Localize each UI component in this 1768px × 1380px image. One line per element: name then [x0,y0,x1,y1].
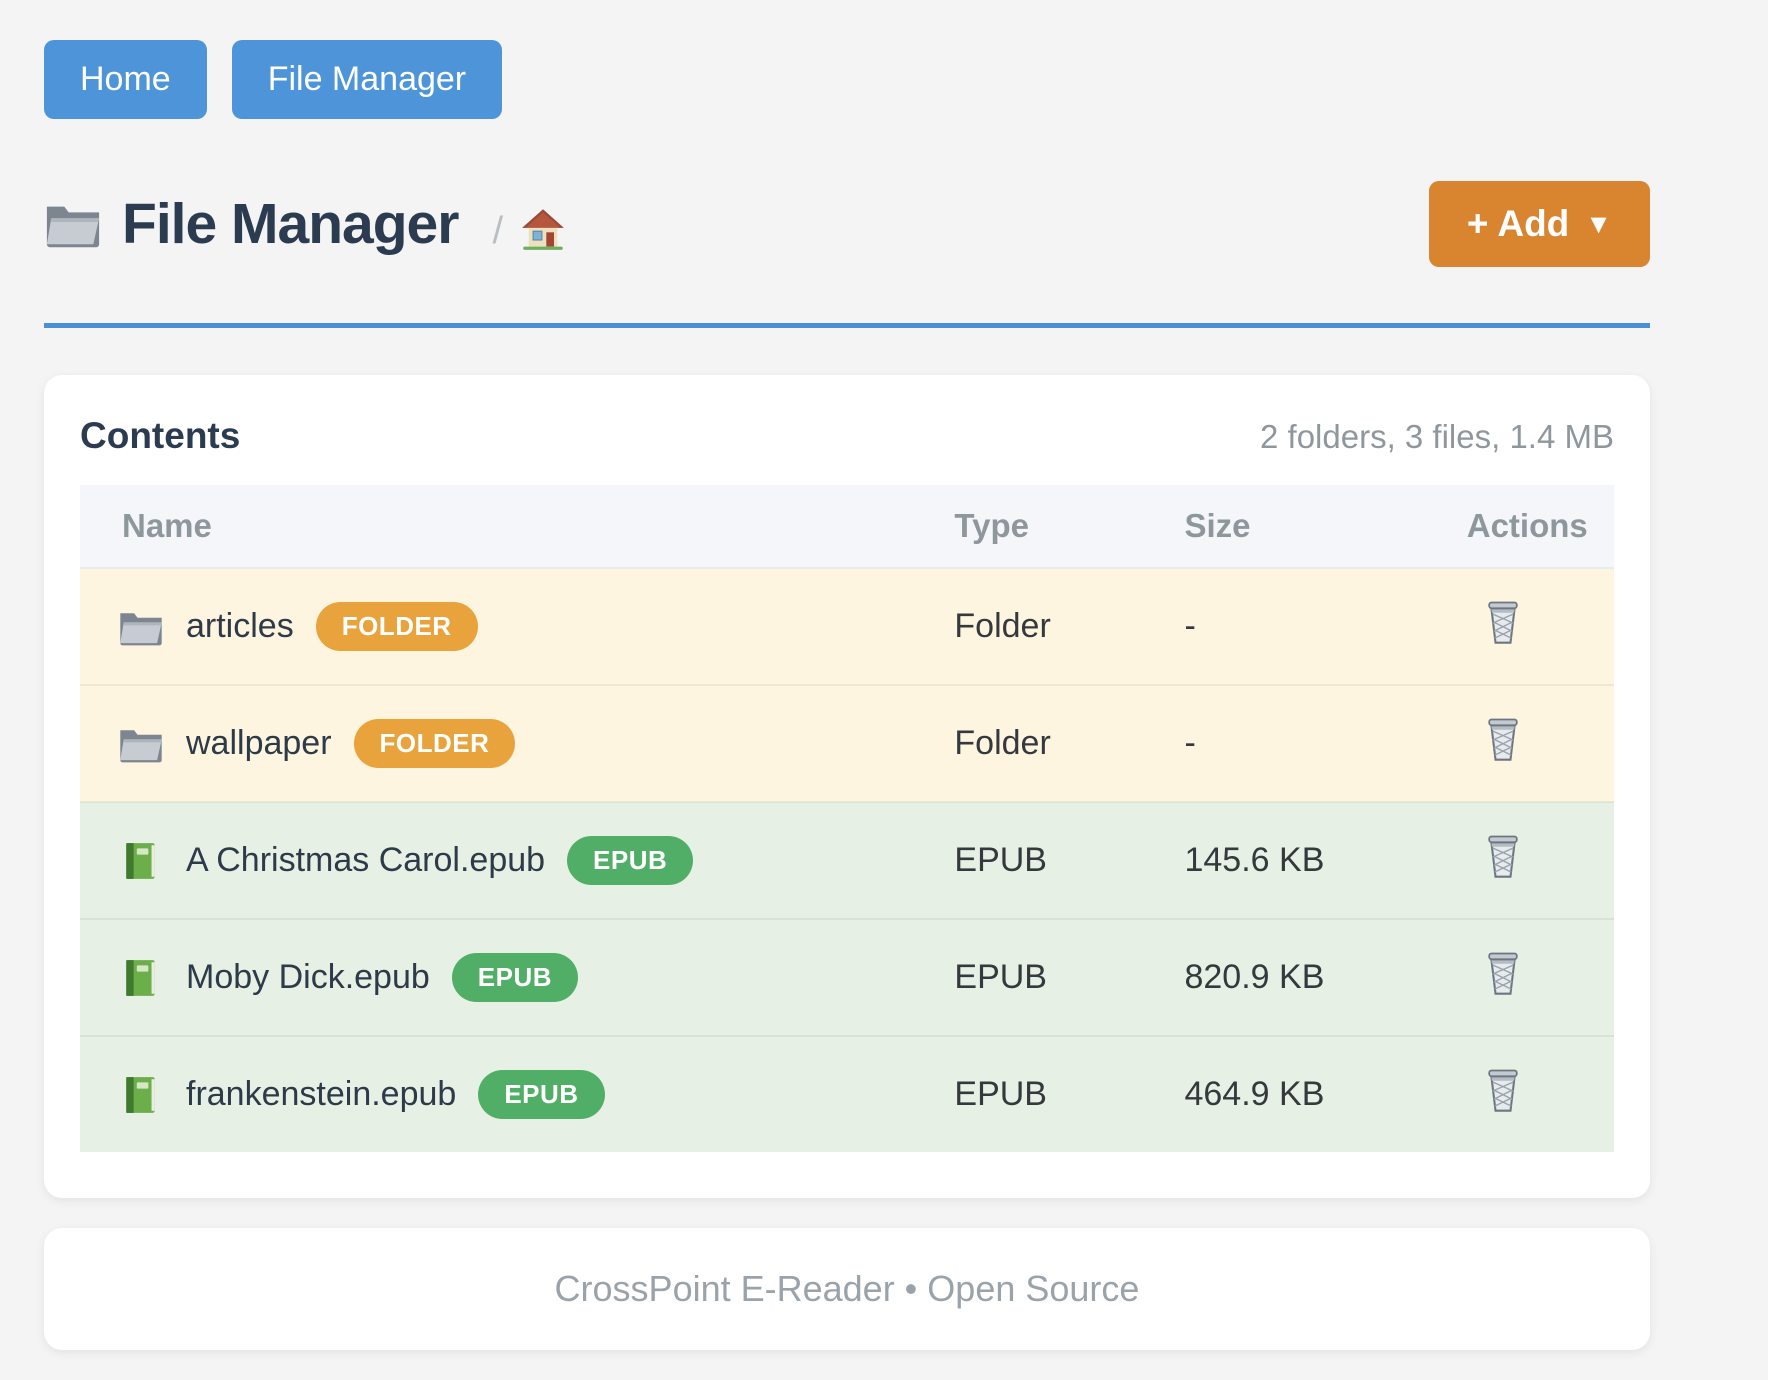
add-button-label: + Add [1466,203,1570,244]
delete-button[interactable] [1483,599,1523,648]
book-icon [118,1075,186,1115]
page-header: File Manager / + Add ▼ [44,181,1650,267]
trash-icon [1483,716,1523,762]
type-cell: EPUB [954,1075,1047,1113]
contents-card-header: Contents 2 folders, 3 files, 1.4 MB [80,415,1614,457]
file-name-link[interactable]: Moby Dick.epub [186,958,430,996]
delete-button[interactable] [1483,833,1523,882]
trash-icon [1483,833,1523,879]
page-title: File Manager [122,192,459,256]
type-badge: EPUB [478,1070,605,1119]
table-header-row: Name Type Size Actions [80,485,1614,568]
folder-name-link[interactable]: wallpaper [186,724,332,762]
column-header-size: Size [1184,507,1251,544]
caret-down-icon: ▼ [1585,208,1612,239]
type-cell: EPUB [954,958,1047,996]
folder-icon [44,200,122,248]
column-header-actions: Actions [1466,507,1588,544]
trash-icon [1483,599,1523,645]
footer-text: CrossPoint E-Reader • Open Source [554,1268,1140,1309]
type-cell: Folder [954,607,1051,645]
add-button[interactable]: + Add ▼ [1428,181,1650,267]
size-cell: - [1184,724,1196,762]
size-cell: - [1184,607,1196,645]
delete-button[interactable] [1483,1067,1523,1116]
contents-heading: Contents [80,415,241,456]
folder-icon [118,607,186,647]
book-icon [118,958,186,998]
size-cell: 145.6 KB [1184,841,1325,879]
file-name-link[interactable]: frankenstein.epub [186,1075,457,1113]
contents-card: Contents 2 folders, 3 files, 1.4 MB Name… [44,375,1650,1198]
delete-button[interactable] [1483,950,1523,999]
table-row: A Christmas Carol.epub EPUB EPUB 145.6 KB [80,802,1614,919]
type-badge: EPUB [451,953,579,1002]
title-wrap: File Manager / [44,191,565,257]
table-row: wallpaper FOLDER Folder - [80,685,1614,802]
folder-icon [118,724,186,764]
table-row: frankenstein.epub EPUB EPUB 464.9 KB [80,1036,1614,1152]
nav-button-file-manager[interactable]: File Manager [231,40,503,119]
type-cell: Folder [954,724,1051,762]
trash-icon [1483,1067,1523,1113]
folder-name-link[interactable]: articles [186,607,294,645]
breadcrumb-separator: / [492,209,503,252]
type-cell: EPUB [954,841,1047,879]
table-row: articles FOLDER Folder - [80,568,1614,685]
table-row: Moby Dick.epub EPUB EPUB 820.9 KB [80,919,1614,1036]
book-icon [118,841,186,881]
file-table: Name Type Size Actions articles FOLDER Fol… [80,485,1614,1152]
size-cell: 820.9 KB [1184,958,1325,996]
delete-button[interactable] [1483,716,1523,765]
type-badge: EPUB [567,836,694,885]
nav-button-home[interactable]: Home [44,40,207,119]
top-nav: Home File Manager [44,40,1650,119]
contents-summary: 2 folders, 3 files, 1.4 MB [1260,418,1614,455]
header-divider [44,323,1650,328]
column-header-type: Type [954,507,1029,544]
type-badge: FOLDER [315,602,478,651]
file-name-link[interactable]: A Christmas Carol.epub [186,841,546,879]
column-header-name: Name [122,507,212,544]
page: Home File Manager File Manager / [44,0,1650,1350]
trash-icon [1483,950,1523,996]
type-badge: FOLDER [353,719,516,768]
size-cell: 464.9 KB [1184,1075,1325,1113]
footer-card: CrossPoint E-Reader • Open Source [44,1228,1650,1350]
house-icon[interactable] [521,197,565,251]
